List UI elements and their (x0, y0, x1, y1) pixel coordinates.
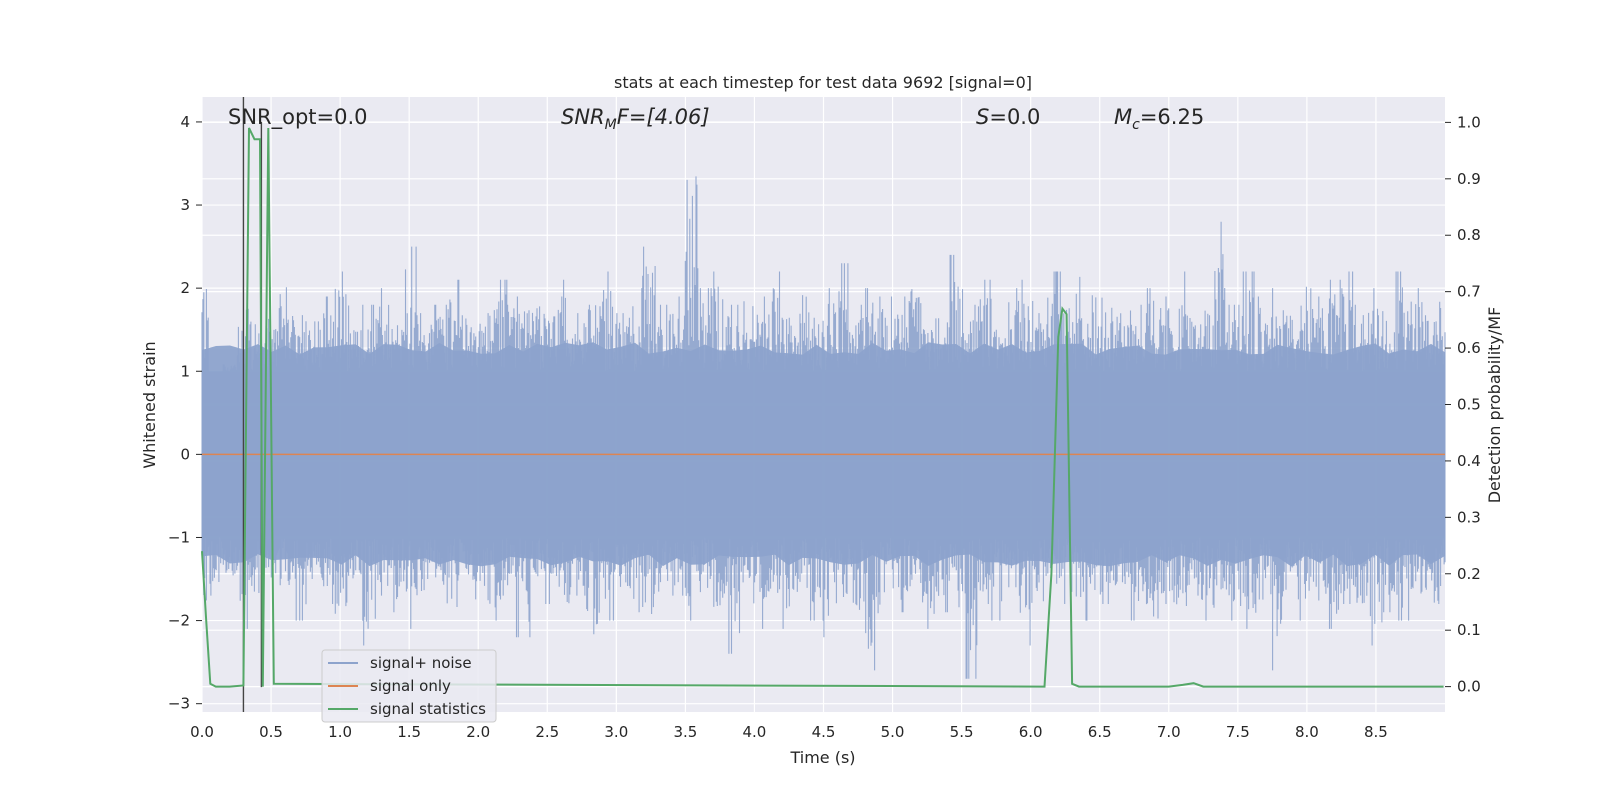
legend-label-signal: signal only (370, 677, 451, 695)
legend-box (321, 649, 497, 723)
legend: signal+ noise signal only signal statist… (321, 649, 497, 723)
y-right-tick-label: 0.3 (1457, 508, 1481, 526)
noise-spikes (201, 176, 1446, 679)
x-tick-label: 0.0 (190, 723, 214, 741)
y-right-tick-label: 0.7 (1457, 283, 1481, 301)
x-tick-label: 2.5 (535, 723, 559, 741)
y-left-tick-label: −2 (168, 612, 190, 630)
y-right-tick-label: 0.1 (1457, 621, 1481, 639)
x-tick-label: 6.5 (1088, 723, 1112, 741)
y-left-tick-label: 4 (180, 113, 190, 131)
x-tick-label: 3.5 (673, 723, 697, 741)
x-tick-label: 5.0 (881, 723, 905, 741)
x-tick-label: 7.0 (1157, 723, 1181, 741)
y-left-tick-label: 0 (180, 445, 190, 463)
y-left-tick-label: 2 (180, 279, 190, 297)
x-tick-label: 4.5 (812, 723, 836, 741)
legend-label-noise: signal+ noise (370, 654, 472, 672)
series-signal-statistics (201, 127, 1444, 688)
y-right-tick-label: 0.0 (1457, 678, 1481, 696)
x-axis-label: Time (s) (789, 748, 855, 767)
y-right-tick-label: 0.8 (1457, 226, 1481, 244)
x-tick-label: 3.0 (604, 723, 628, 741)
y-left-tick-label: 3 (180, 196, 190, 214)
y-left-tick-label: −1 (168, 528, 190, 546)
chart-title: stats at each timestep for test data 969… (614, 73, 1032, 92)
x-axis-ticks: 0.0 0.5 1.0 1.5 2.0 2.5 3.0 3.5 4.0 4.5 5.0 5.5 6.0 6… (190, 723, 1388, 741)
annotation-s: S=0.0 (976, 105, 1040, 129)
annotation-snr-mf: SNRMF=[4.06] (561, 105, 710, 133)
y-right-tick-label: 0.5 (1457, 396, 1481, 414)
y-right-tick-label: 0.4 (1457, 452, 1481, 470)
x-tick-label: 6.0 (1019, 723, 1043, 741)
x-tick-label: 5.5 (950, 723, 974, 741)
y-left-tick-label: 1 (180, 362, 190, 380)
annotation-snr-opt: SNR_opt=0.0 (228, 105, 368, 130)
annotation-mc: Mc=6.25 (1114, 105, 1204, 133)
y-axis-right-ticks: 0.0 0.1 0.2 0.3 0.4 0.5 0.6 0.7 0.8 0.9 1.0 (1445, 113, 1481, 696)
x-tick-label: 1.5 (397, 723, 421, 741)
legend-label-stats: signal statistics (370, 700, 486, 718)
y-right-tick-label: 0.9 (1457, 170, 1481, 188)
x-tick-label: 7.5 (1226, 723, 1250, 741)
x-tick-label: 2.0 (466, 723, 490, 741)
y-axis-left-ticks: −3 −2 −1 0 1 2 3 4 (168, 113, 202, 713)
x-tick-label: 0.5 (259, 723, 283, 741)
y-right-tick-label: 1.0 (1457, 113, 1481, 131)
x-tick-label: 8.0 (1295, 723, 1319, 741)
y-axis-right-label: Detection probability/MF (1485, 307, 1504, 504)
y-right-tick-label: 0.2 (1457, 565, 1481, 583)
y-right-tick-label: 0.6 (1457, 339, 1481, 357)
y-axis-left-label: Whitened strain (140, 341, 159, 468)
x-tick-label: 4.0 (743, 723, 767, 741)
signal-statistics-line (201, 127, 1444, 688)
x-tick-label: 1.0 (328, 723, 352, 741)
x-tick-label: 8.5 (1364, 723, 1388, 741)
y-left-tick-label: −3 (168, 695, 190, 713)
